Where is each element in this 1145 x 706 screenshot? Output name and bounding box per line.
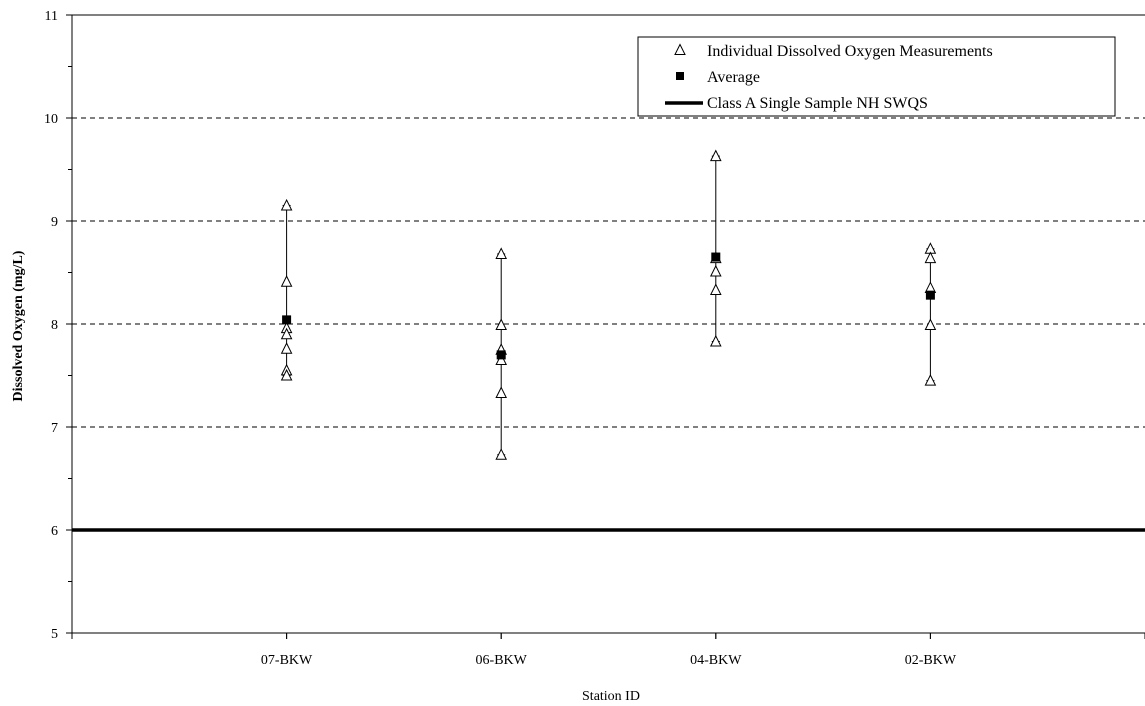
legend-label-measurements: Individual Dissolved Oxygen Measurements — [707, 43, 993, 60]
x-tick-label: 04-BKW — [690, 653, 742, 668]
measurement-point — [924, 318, 937, 331]
gridlines — [72, 14, 1145, 428]
y-tick-label: 10 — [44, 112, 58, 127]
range-lines — [282, 155, 935, 456]
y-tick-label: 5 — [51, 627, 58, 642]
y-tick-label: 11 — [45, 9, 58, 24]
measurement-point — [495, 386, 508, 399]
y-tick-label: 6 — [51, 524, 58, 539]
average-point — [925, 290, 935, 300]
legend-box — [637, 36, 1116, 117]
average-points — [282, 252, 935, 360]
x-tick-label: 07-BKW — [261, 653, 313, 668]
average-point — [282, 315, 292, 325]
y-tick-label: 8 — [51, 318, 58, 333]
y-tick-label: 9 — [51, 215, 58, 230]
measurement-point — [280, 327, 293, 340]
measurement-point — [709, 283, 722, 296]
measurement-point — [709, 264, 722, 277]
measurement-point — [924, 251, 937, 264]
measurement-point — [280, 342, 293, 354]
measurement-point — [709, 334, 722, 347]
x-axis-title: Station ID — [582, 689, 640, 704]
average-point — [496, 350, 506, 360]
y-tick-labels: 5 6 7 8 9 10 11 — [44, 9, 58, 642]
measurement-point — [495, 353, 508, 366]
legend-label-standard: Class A Single Sample NH SWQS — [707, 95, 928, 112]
y-tick-label: 7 — [51, 421, 58, 436]
measurement-point — [709, 149, 722, 162]
legend-triangle-icon — [674, 43, 686, 55]
measurement-point — [280, 198, 293, 211]
axes — [66, 14, 1145, 639]
measurement-point — [924, 374, 937, 386]
legend: Individual Dissolved Oxygen Measurements… — [637, 36, 1116, 117]
measurement-points — [280, 149, 937, 460]
legend-triangle-shape — [674, 43, 686, 55]
legend-label-average: Average — [707, 69, 760, 86]
x-tick-label: 02-BKW — [905, 653, 957, 668]
measurement-point — [280, 368, 293, 381]
measurement-point — [495, 247, 508, 259]
measurement-point — [495, 318, 508, 331]
y-axis-title: Dissolved Oxygen (mg/L) — [11, 250, 26, 401]
x-tick-label: 06-BKW — [476, 653, 528, 668]
x-tick-labels: 07-BKW 06-BKW 04-BKW 02-BKW — [261, 653, 957, 668]
measurement-point — [495, 448, 508, 460]
legend-square-icon — [676, 72, 684, 80]
average-point — [711, 252, 721, 262]
measurement-point — [280, 275, 293, 287]
